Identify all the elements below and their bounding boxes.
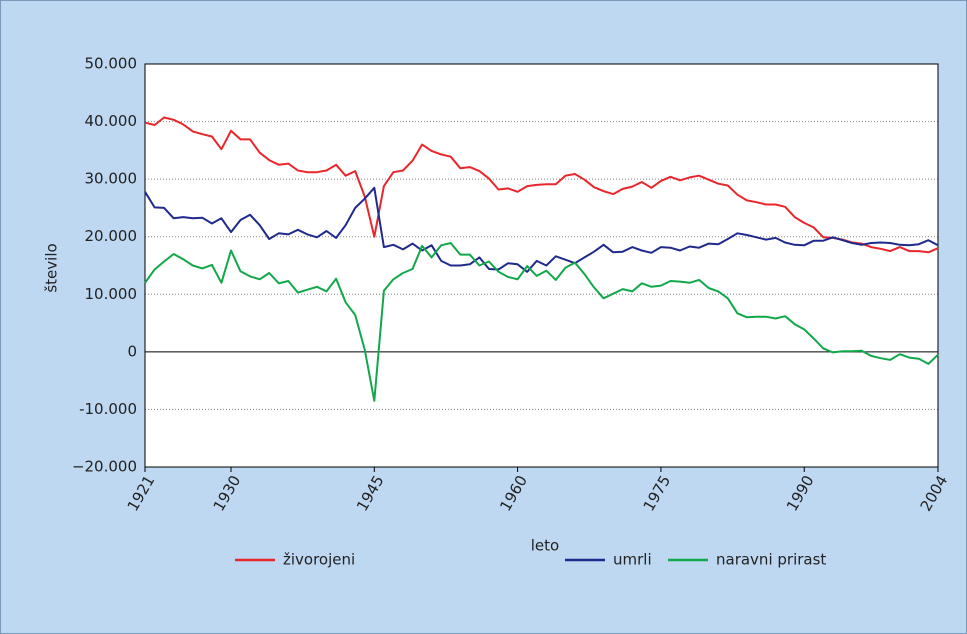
y-tick-label: 10.000 <box>85 285 138 303</box>
y-tick-label: 0 <box>127 342 137 360</box>
y-tick-label: 40.000 <box>85 112 138 130</box>
legend-label: naravni prirast <box>716 551 826 569</box>
series-line <box>144 116 939 254</box>
plot-frame <box>144 63 939 468</box>
y-axis-title: število <box>43 243 61 292</box>
x-axis-title: leto <box>531 537 559 555</box>
legend-label: živorojeni <box>283 551 355 569</box>
y-tick-label: −20.000 <box>72 458 137 476</box>
y-tick-label: 20.000 <box>85 227 138 245</box>
y-tick-label: 30.000 <box>85 170 138 188</box>
plot-area <box>145 64 938 467</box>
y-tick-label: 50.000 <box>85 55 138 73</box>
legend-label: umrli <box>613 551 652 569</box>
series-line <box>144 242 939 402</box>
series-line <box>144 186 939 273</box>
y-tick-label: -10.000 <box>79 400 137 418</box>
